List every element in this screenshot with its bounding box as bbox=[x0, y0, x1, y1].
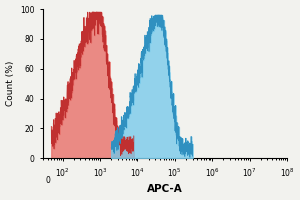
X-axis label: APC-A: APC-A bbox=[147, 184, 183, 194]
Text: 0: 0 bbox=[45, 176, 50, 185]
Y-axis label: Count (%): Count (%) bbox=[6, 61, 15, 106]
